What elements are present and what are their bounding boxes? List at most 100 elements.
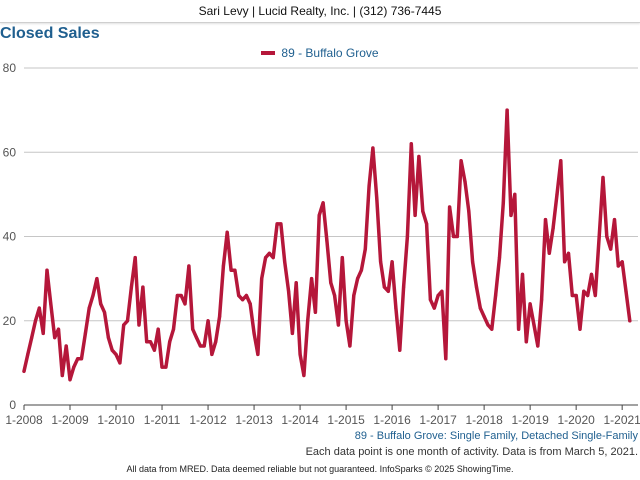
- data-point: [379, 260, 383, 264]
- data-point: [160, 365, 164, 369]
- data-point: [260, 277, 264, 281]
- data-point: [33, 319, 38, 323]
- data-point: [233, 268, 237, 272]
- data-point: [417, 154, 421, 159]
- data-point: [336, 323, 340, 327]
- data-point: [563, 260, 567, 264]
- data-point: [221, 264, 225, 268]
- data-point: [325, 239, 329, 243]
- data-point: [183, 302, 187, 306]
- data-point: [628, 319, 632, 323]
- data-point: [210, 352, 214, 356]
- data-point: [451, 234, 456, 239]
- data-point: [490, 327, 494, 331]
- axis-layer: 0 20 40 60 80 1-2008 1-2009 1-2010 1-2011 1-2012 1…: [3, 61, 640, 427]
- data-point: [386, 289, 390, 293]
- data-point: [497, 256, 502, 260]
- data-point: [175, 293, 179, 298]
- data-point: [371, 146, 375, 150]
- data-point: [543, 218, 548, 222]
- data-note: Each data point is one month of activity…: [305, 446, 638, 458]
- data-point: [118, 361, 122, 365]
- data-point: [482, 314, 486, 319]
- data-point: [310, 277, 314, 281]
- data-point: [448, 205, 452, 209]
- data-point: [501, 201, 505, 205]
- data-point: [390, 260, 394, 264]
- data-point: [187, 264, 191, 268]
- data-point: [22, 369, 26, 373]
- data-point: [141, 285, 145, 289]
- legend[interactable]: 89 - Buffalo Grove: [0, 46, 640, 60]
- data-point: [256, 352, 260, 356]
- data-point: [601, 175, 605, 180]
- x-tick-label: 1-2010: [97, 413, 135, 427]
- data-point: [72, 365, 76, 369]
- data-point: [37, 306, 41, 310]
- data-point: [53, 336, 57, 340]
- data-point: [306, 319, 310, 323]
- x-tick-label: 1-2016: [373, 413, 411, 427]
- data-point: [375, 197, 379, 201]
- data-point: [570, 293, 574, 298]
- x-tick-label: 1-2017: [419, 413, 457, 427]
- data-point: [333, 293, 337, 298]
- data-point: [156, 327, 160, 331]
- data-point: [440, 289, 444, 293]
- data-point: [125, 319, 130, 323]
- x-tick-label: 1-2009: [51, 413, 89, 427]
- data-point: [45, 268, 49, 272]
- footer-disclaimer: All data from MRED. Data deemed reliable…: [126, 464, 514, 474]
- data-point: [551, 226, 555, 230]
- data-point: [202, 344, 206, 348]
- data-point: [294, 281, 298, 285]
- data-point: [49, 302, 53, 306]
- data-point: [436, 293, 440, 298]
- data-point: [540, 298, 544, 302]
- y-tick-label: 60: [3, 145, 17, 159]
- data-point: [620, 260, 624, 264]
- data-point: [520, 272, 525, 276]
- series-layer: [22, 108, 632, 382]
- data-point: [340, 256, 344, 260]
- data-point: [505, 108, 509, 112]
- data-point: [574, 293, 578, 298]
- point-layer: [22, 108, 632, 382]
- data-point: [148, 340, 153, 344]
- data-point: [229, 268, 233, 272]
- header-bar: Sari Levy | Lucid Realty, Inc. | (312) 7…: [0, 0, 640, 23]
- data-point: [394, 306, 398, 310]
- data-point: [624, 289, 628, 293]
- data-point: [87, 306, 91, 310]
- data-point: [275, 222, 279, 226]
- data-point: [283, 260, 287, 264]
- data-point: [486, 323, 490, 327]
- data-point: [432, 306, 436, 310]
- data-point: [114, 352, 118, 356]
- legend-swatch: [261, 50, 276, 55]
- data-point: [122, 323, 126, 327]
- data-point: [356, 277, 360, 281]
- y-tick-label: 20: [3, 314, 17, 328]
- data-point: [586, 293, 590, 298]
- data-point: [344, 319, 348, 323]
- data-point: [398, 348, 402, 352]
- data-point: [352, 293, 356, 298]
- data-point: [279, 222, 283, 226]
- data-point: [194, 336, 199, 340]
- data-point: [225, 230, 229, 234]
- x-tick-label: 1-2019: [511, 413, 549, 427]
- y-tick-label: 0: [9, 398, 16, 412]
- data-point: [421, 209, 425, 213]
- data-point: [494, 293, 498, 298]
- data-point: [298, 352, 302, 356]
- data-point: [367, 184, 371, 188]
- data-point: [444, 357, 448, 361]
- data-point: [264, 256, 268, 260]
- data-point: [267, 251, 271, 255]
- data-point: [56, 327, 61, 331]
- data-point: [91, 293, 95, 298]
- data-point: [348, 344, 352, 348]
- data-point: [616, 264, 620, 268]
